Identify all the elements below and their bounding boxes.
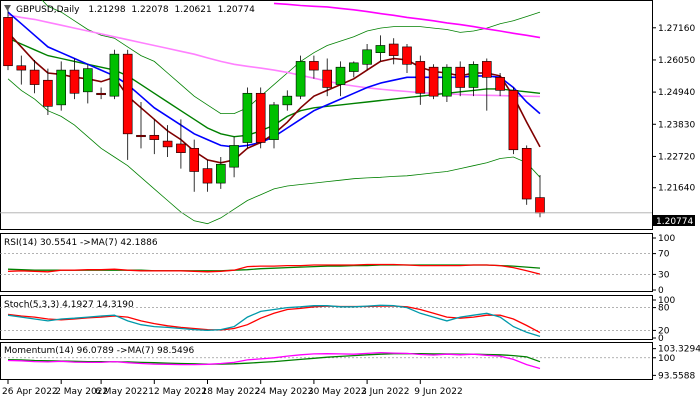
main-panel-frame [0,0,653,230]
rsi-line [7,263,541,275]
bear-candle [69,69,80,94]
bull-candle [375,45,386,54]
stoch-axis-label: 0 [658,334,664,344]
bear-candle [202,168,213,184]
bollinger-lower-line [7,78,541,225]
bear-candle [455,66,466,88]
symbol-title: GBPUSD,Daily 1.21298 1.22078 1.20621 1.2… [16,5,255,15]
bull-candle [295,61,306,97]
date-tick-label: 24 May 2022 [255,387,314,397]
date-tick-label: 30 May 2022 [308,387,367,397]
rsi-axis-label: 0 [658,286,664,296]
stoch-main-line [7,304,541,338]
bear-candle [428,66,439,97]
price-tick-label: 1.26050 [658,56,695,66]
mom-axis-label: 100 [658,354,675,364]
bear-candle [149,134,160,140]
bear-candle [508,90,519,151]
bear-candle [96,92,106,96]
date-tick-label: 3 Jun 2022 [361,387,409,397]
collapse-triangle-icon[interactable] [4,5,11,11]
bear-candle [415,61,426,94]
momentum-panel [0,351,652,370]
price-tick-label: 1.23830 [658,120,695,130]
price-axis: 1.27160 1.26050 1.24940 1.23830 1.22720 1.216… [652,24,695,226]
bear-candle [402,46,412,65]
price-tick-label: 1.27160 [658,24,695,34]
momentum-title: Momentum(14) 96.0789 ->MA(7) 98.5496 [4,346,195,356]
date-tick-label: 18 May 2022 [202,387,261,397]
rsi-axis: 100 70 30 0 [652,234,675,296]
bull-candle [83,68,93,93]
bear-candle [43,79,53,107]
bear-candle [388,43,399,56]
date-tick-label: 6 May 2022 [95,387,148,397]
bear-candle [309,61,319,71]
bull-candle [56,69,67,106]
stoch-axis-label: 100 [658,296,675,306]
bear-candle [122,53,133,135]
bear-candle [16,65,27,71]
bear-candle [322,69,333,88]
price-tick-label: 1.22720 [658,152,695,162]
bear-candle [176,143,186,153]
price-tick-label: 1.24940 [658,88,695,98]
mom-axis-label: 103.3294 [658,345,700,355]
current-price-label: 1.20774 [656,217,693,227]
ma-magenta-line [273,2,541,39]
bull-candle [335,66,346,85]
momentum-line [7,351,541,370]
bear-candle [535,197,545,214]
stoch-axis-label: 20 [658,326,670,336]
date-tick-label: 12 May 2022 [148,387,207,397]
bear-candle [521,148,532,200]
bear-candle [3,17,13,67]
mom-axis-label: 93.5588 [658,371,695,381]
rsi-panel [0,253,652,275]
bull-candle [468,63,479,88]
bull-candle [109,53,120,97]
bull-candle [362,49,372,65]
bear-candle [162,140,173,148]
stoch-panel-frame [0,295,653,340]
rsi-axis-label: 70 [658,250,670,260]
bull-candle [269,104,279,140]
rsi-title: RSI(14) 30.5541 ->MA(7) 42.1886 [4,238,158,248]
price-tick-label: 1.21640 [658,184,695,194]
date-tick-label: 9 Jun 2022 [414,387,462,397]
date-tick-label: 2 May 2022 [55,387,108,397]
momentum-panel-frame [0,342,653,380]
rsi-axis-label: 100 [658,234,675,244]
stoch-axis-label: 80 [658,304,670,314]
bear-candle [481,61,492,78]
bull-candle [242,92,253,143]
bull-candle [348,62,359,72]
bear-candle [255,92,266,143]
bull-candle [229,145,239,168]
bull-candle [216,163,226,184]
bull-candle [442,66,452,97]
rsi-axis-label: 30 [658,270,670,280]
stoch-title: Stoch(5,3,3) 4.1927 14.3190 [4,300,134,310]
bull-candle [282,95,293,106]
bear-candle [495,77,505,91]
stochastic-panel [0,304,652,338]
bear-candle [29,69,40,85]
bear-candle [189,148,199,172]
date-tick-label: 26 Apr 2022 [2,387,58,397]
bear-candle [136,134,146,138]
current-price-badge [653,215,695,226]
main-price-panel [0,0,652,225]
stoch-signal-line [7,305,541,334]
rsi-panel-frame [0,233,653,292]
